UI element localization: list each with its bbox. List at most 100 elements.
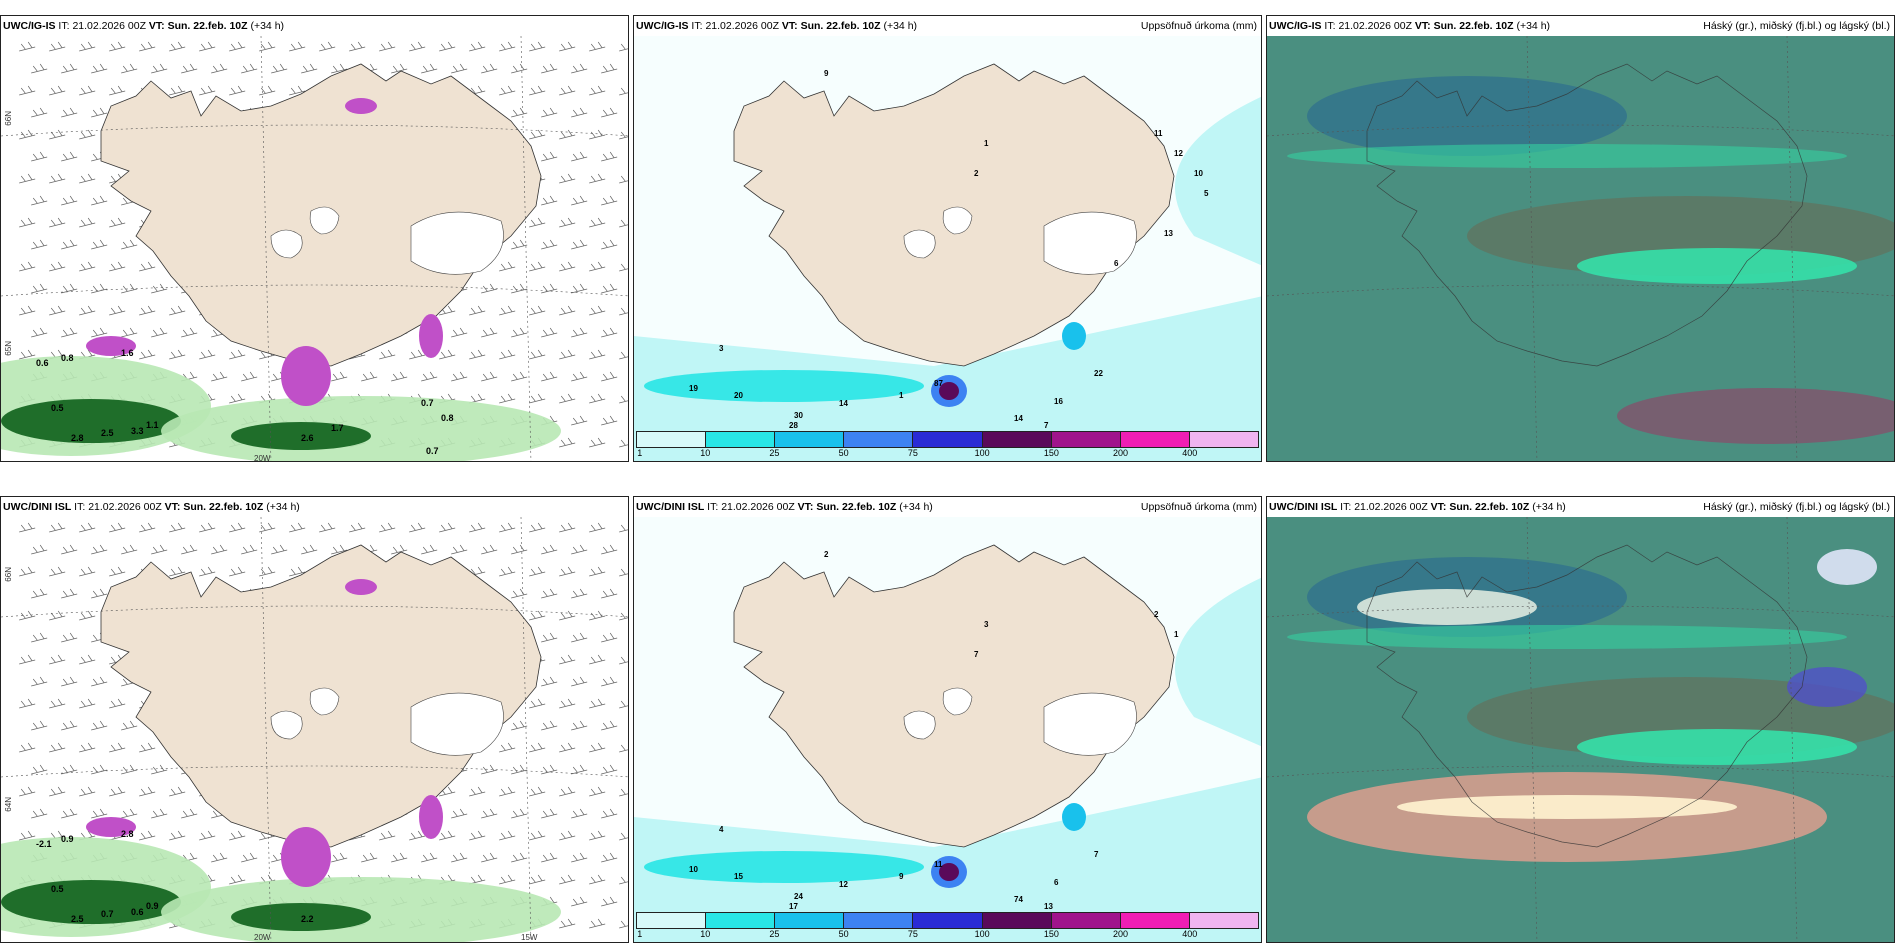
wind-barb: [301, 544, 318, 555]
wind-barb: [541, 239, 558, 250]
precip-value-label: 1: [1174, 630, 1179, 639]
precip-blob: [939, 382, 959, 400]
precip-value-label: 87: [934, 379, 943, 388]
wind-barb: [301, 63, 318, 74]
wind-barb: [139, 830, 156, 841]
wind-barb: [79, 786, 96, 797]
wind-barb: [559, 522, 576, 533]
wind-barb: [601, 720, 618, 731]
wind-barb: [559, 261, 576, 272]
cloud-map-bottom[interactable]: [1267, 517, 1895, 943]
iceland-landmass: [100, 63, 542, 367]
wind-barb: [541, 632, 558, 643]
wind-value-label: 0.6: [131, 907, 144, 917]
wind-barb: [19, 305, 36, 316]
glacier: [942, 687, 973, 716]
magenta-blobs: [86, 98, 443, 406]
wind-barb: [31, 239, 48, 250]
cloud-title: Háský (gr.), miðský (fj.bl.) og lágský (…: [1703, 501, 1890, 513]
wind-barb: [109, 85, 126, 96]
wind-barb: [61, 327, 78, 338]
wind-barb: [139, 522, 156, 533]
wind-barb: [31, 544, 48, 555]
wind-barb: [169, 566, 186, 577]
wind-barb: [121, 544, 138, 555]
wind-barb: [469, 393, 486, 404]
wind-barb: [511, 720, 528, 731]
wind-barb: [571, 632, 588, 643]
wind-barb: [19, 830, 36, 841]
wind-barb: [61, 283, 78, 294]
wind-barb: [529, 85, 546, 96]
wind-barb: [601, 764, 618, 775]
colorbar-swatch: [1189, 913, 1258, 928]
wind-barb: [559, 830, 576, 841]
wind-value-label: 0.9: [61, 834, 74, 844]
precip-value-label: 12: [1174, 149, 1183, 158]
wind-barb: [61, 63, 78, 74]
wind-barb: [499, 786, 516, 797]
wind-barb: [379, 349, 396, 360]
wind-barb: [91, 676, 108, 687]
wind-map-bottom[interactable]: -2.1 0.90.52.82.5 0.7 0.60.92.2: [1, 517, 629, 943]
wind-barb: [121, 327, 138, 338]
wind-barb: [511, 107, 528, 118]
wind-barb: [601, 195, 618, 206]
glacier: [1043, 692, 1137, 756]
wind-map-top[interactable]: 0.6 0.8 0.5 1.6 2.8 2.5 3.31.1 2.6 1.7 0.7 0.8 0.7: [1, 36, 629, 462]
wind-barb: [619, 306, 628, 316]
wind-barb: [541, 107, 558, 118]
wind-barb: [571, 283, 588, 294]
wind-barb: [199, 522, 216, 533]
colorbar-swatch: [982, 432, 1052, 447]
mid-cloud-area: [1817, 549, 1877, 585]
wind-barb: [31, 764, 48, 775]
wind-barb: [529, 305, 546, 316]
wind-barb: [601, 327, 618, 338]
lat-line: [1267, 124, 1894, 137]
wind-barb: [619, 174, 628, 184]
wind-barb: [19, 261, 36, 272]
lon-label: 15W: [521, 933, 538, 942]
wind-barb: [49, 217, 66, 228]
wind-barb: [139, 305, 156, 316]
glacier: [270, 710, 303, 740]
wind-barb: [559, 786, 576, 797]
wind-barb: [541, 544, 558, 555]
wind-barb: [31, 720, 48, 731]
wind-barb: [109, 566, 126, 577]
lat-line: [1267, 284, 1894, 297]
wind-barb: [199, 41, 216, 52]
wind-barb: [61, 676, 78, 687]
wind-barb: [601, 371, 618, 382]
wind-panel-top: UWC/IG-IS IT: 21.02.2026 00Z VT: Sun. 22…: [0, 15, 629, 462]
wind-barb: [31, 632, 48, 643]
lon-label: 20W: [254, 454, 271, 462]
wind-barb: [109, 742, 126, 753]
wind-barb: [601, 107, 618, 118]
precip-blob: [1062, 322, 1086, 350]
wind-barb: [31, 808, 48, 819]
wind-barb: [199, 830, 216, 841]
precip-title: Uppsöfnuð úrkoma (mm): [1140, 501, 1257, 513]
wind-barb: [601, 852, 618, 863]
wind-barb: [91, 764, 108, 775]
wind-barb: [79, 261, 96, 272]
precip-value-label: 4: [719, 825, 724, 834]
wind-barb: [79, 173, 96, 184]
cloud-map-top[interactable]: [1267, 36, 1895, 462]
wind-barb: [529, 742, 546, 753]
wind-barb: [91, 283, 108, 294]
precip-map-top[interactable]: 912319203028148712216147891112105136: [634, 36, 1262, 462]
iceland-outline: [1366, 63, 1808, 367]
wind-barb: [481, 63, 498, 74]
wind-barb: [241, 852, 258, 863]
wind-barb: [559, 654, 576, 665]
wind-barb: [619, 875, 628, 885]
green-band: [1, 880, 181, 924]
wind-barb: [469, 305, 486, 316]
wind-barb: [169, 786, 186, 797]
wind-barb: [31, 327, 48, 338]
precip-map-bottom[interactable]: 2374101524171211976741317321: [634, 517, 1262, 943]
wind-barb: [139, 349, 156, 360]
